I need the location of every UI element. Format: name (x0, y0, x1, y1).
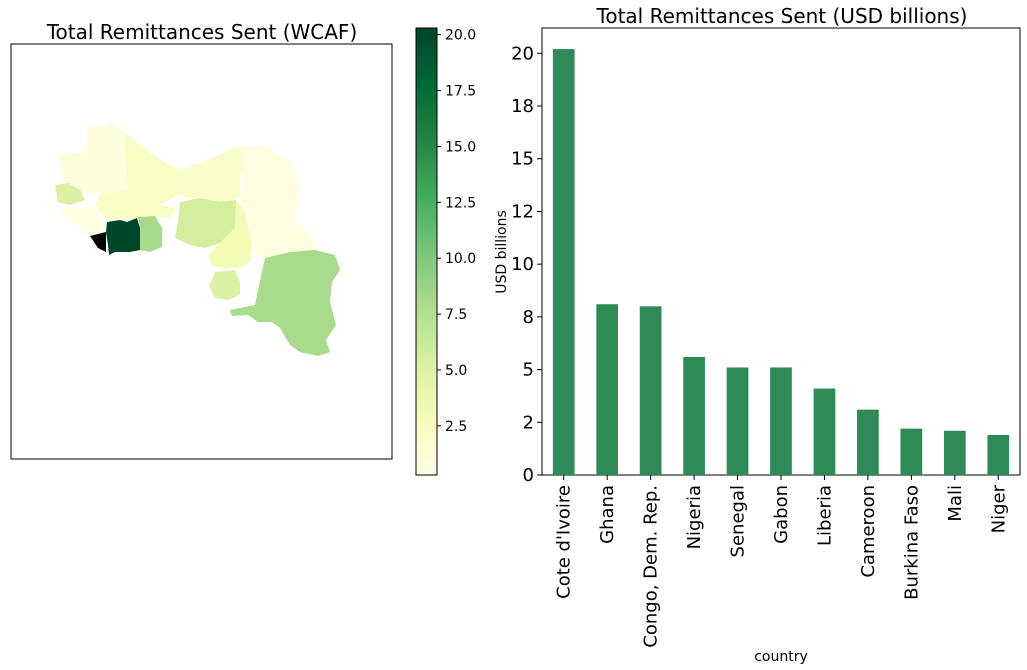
x-tick-label: Gabon (771, 485, 792, 544)
bar[interactable] (900, 428, 923, 475)
x-tick-label: Mali (945, 485, 966, 522)
x-axis-ticks: Cote d'Ivoire Ghana Congo, Dem. Rep. Nigeri… (554, 475, 1009, 648)
bar[interactable] (813, 388, 836, 475)
map-region-liberia[interactable] (90, 232, 106, 252)
x-tick-label: Nigeria (684, 485, 705, 549)
y-tick-label: 0 (523, 465, 534, 486)
bar[interactable] (596, 304, 619, 475)
y-tick-label: 5 (523, 360, 534, 381)
map-region-chad[interactable] (240, 145, 318, 260)
bar-panel: Total Remittances Sent (USD billions) 0 2… (494, 4, 1021, 665)
bar[interactable] (552, 49, 575, 476)
colorbar-tick-label: 5.0 (445, 363, 467, 379)
map-region-nigeria[interactable] (175, 198, 240, 248)
map-panel: Total Remittances Sent (WCAF) 2.5 5.0 7.5 1… (10, 20, 476, 476)
y-tick-label: 2 (523, 412, 534, 433)
map-region-congo-dem-rep[interactable] (230, 250, 340, 356)
x-tick-label: Congo, Dem. Rep. (641, 485, 662, 648)
map-region-burkina-faso[interactable] (100, 205, 176, 220)
bar[interactable] (770, 367, 792, 475)
colorbar-tick-label: 2.5 (445, 419, 467, 435)
y-tick-label: 18 (511, 96, 534, 117)
colorbar-tick-label: 12.5 (445, 195, 476, 211)
bar[interactable] (987, 434, 1010, 475)
map-title: Total Remittances Sent (WCAF) (46, 20, 358, 44)
colorbar-tick-label: 17.5 (445, 84, 476, 100)
map-frame (10, 43, 393, 460)
bar[interactable] (726, 367, 749, 475)
x-tick-label: Cote d'Ivoire (554, 485, 575, 599)
y-tick-label: 15 (511, 149, 534, 170)
map-regions (55, 120, 340, 356)
y-tick-label: 20 (511, 43, 534, 64)
x-tick-label: Cameroon (858, 485, 879, 578)
map-region-cameroon[interactable] (208, 200, 252, 268)
map-region-senegal[interactable] (55, 183, 85, 205)
map-region-niger[interactable] (178, 145, 248, 205)
x-tick-label: Ghana (597, 485, 618, 544)
colorbar-ticks: 2.5 5.0 7.5 10.0 12.5 15.0 17.5 20.0 (437, 28, 476, 435)
y-axis-label: USD billions (494, 210, 510, 294)
bars (552, 49, 1010, 476)
map-region-mauritania[interactable] (58, 120, 128, 193)
y-tick-label: 8 (523, 307, 534, 328)
y-tick-label: 10 (511, 254, 534, 275)
bar[interactable] (683, 356, 705, 475)
colorbar-tick-label: 15.0 (445, 139, 476, 155)
y-tick-label: 12 (511, 201, 534, 222)
bar[interactable] (857, 409, 879, 475)
x-tick-label: Niger (988, 484, 1009, 533)
x-tick-label: Senegal (728, 485, 749, 557)
colorbar-tick-label: 10.0 (445, 251, 476, 267)
colorbar (415, 27, 438, 476)
y-axis-ticks: 0 2 5 8 10 12 15 18 20 (511, 43, 542, 486)
map-region-guinea[interactable] (60, 207, 104, 238)
x-tick-label: Liberia (814, 485, 835, 546)
x-axis-label: country (754, 649, 808, 665)
map-region-gabon[interactable] (209, 270, 240, 300)
map-region-ghana[interactable] (138, 216, 162, 252)
x-tick-label: Burkina Faso (901, 485, 922, 600)
colorbar-tick-label: 20.0 (445, 28, 476, 44)
bar-chart-title: Total Remittances Sent (USD billions) (596, 4, 968, 28)
bar[interactable] (943, 430, 966, 475)
colorbar-tick-label: 7.5 (445, 307, 467, 323)
bar[interactable] (639, 306, 662, 475)
map-region-mali[interactable] (95, 122, 180, 212)
map-region-cote-divoire[interactable] (106, 218, 140, 255)
